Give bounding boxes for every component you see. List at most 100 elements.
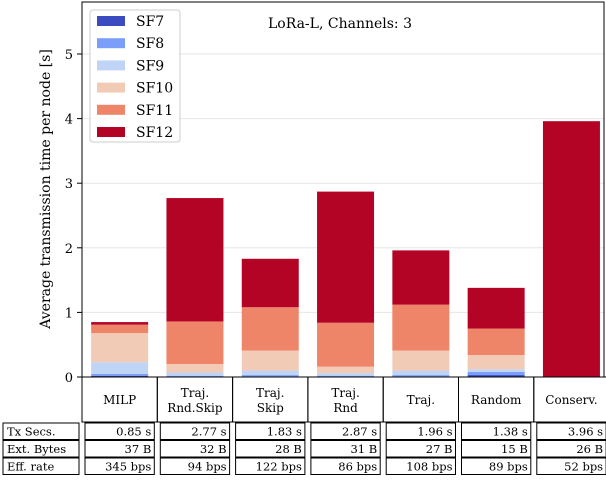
row-label: Ext. Bytes	[7, 442, 66, 456]
table-cell-value: 86 bps	[338, 460, 377, 474]
legend-label: SF11	[136, 103, 173, 119]
table-cell-value: 108 bps	[406, 460, 452, 474]
bar-segment-sf11	[241, 307, 299, 351]
y-axis-label: Average transmission time per node [s]	[38, 49, 54, 330]
category-label: Skip	[257, 401, 284, 415]
bar-segment-sf8	[166, 375, 224, 377]
table-cell	[461, 422, 532, 440]
table-cell	[159, 422, 231, 440]
bar-segment-sf11	[392, 304, 450, 351]
bar-segment-sf10	[241, 350, 299, 371]
y-tick-label: 3	[65, 177, 73, 192]
bar-segment-sf11	[91, 324, 149, 334]
bar-segment-sf7	[91, 375, 149, 377]
category-label: Conserv.	[545, 393, 597, 407]
y-tick-label: 1	[65, 306, 73, 321]
table-cell-value: 1.96 s	[417, 425, 452, 439]
table-cell-value: 345 bps	[105, 460, 151, 474]
table-cell-value: 0.85 s	[116, 425, 151, 439]
table-cell	[310, 457, 381, 475]
bar-segment-sf7	[467, 375, 525, 377]
table-cell-value: 2.87 s	[342, 425, 377, 439]
table-cell	[536, 457, 606, 475]
table-cell	[310, 422, 381, 440]
table-cell-value: 94 bps	[188, 460, 227, 474]
legend-swatch	[97, 38, 125, 49]
y-tick-label: 5	[65, 48, 73, 63]
bar-segment-sf12	[467, 287, 525, 329]
bar-segment-sf9	[241, 370, 299, 376]
row-label: Tx Secs.	[7, 425, 56, 439]
bars	[91, 121, 600, 378]
bar-segment-sf8	[467, 371, 525, 376]
category-label: Random	[471, 393, 522, 407]
row-label-cell	[2, 457, 80, 475]
table-cell-value: 1.83 s	[267, 425, 302, 439]
table-cell-value: 32 B	[200, 442, 227, 456]
table-cell-value: 31 B	[350, 442, 377, 456]
bar-segment-sf9	[317, 373, 375, 376]
table-cell-value: 27 B	[426, 442, 453, 456]
y-tick-label: 4	[65, 113, 73, 128]
category-label: Traj.	[256, 386, 284, 400]
legend-swatch	[97, 127, 125, 137]
bar-segment-sf9	[91, 362, 149, 374]
category-cell	[533, 376, 606, 423]
bar-segment-sf10	[467, 355, 525, 370]
bar-segment-sf8	[91, 373, 149, 376]
table-cell-value: 1.38 s	[493, 425, 528, 439]
chart-title: LoRa-L, Channels: 3	[268, 16, 412, 32]
bar-segment-sf11	[467, 328, 525, 356]
legend-swatch	[97, 82, 125, 93]
table-cell	[84, 440, 155, 458]
table-cell-value: 52 bps	[564, 460, 603, 474]
bar-segment-sf11	[317, 322, 375, 367]
table-cell	[536, 422, 606, 440]
legend-label: SF7	[136, 14, 164, 30]
table-cell	[235, 422, 306, 440]
bar-segment-sf8	[317, 375, 375, 377]
bar-segment-sf10	[392, 350, 450, 371]
category-label: Rnd	[333, 401, 358, 415]
table-cell	[461, 440, 532, 458]
table-cell	[385, 457, 457, 475]
table-cell-value: 28 B	[275, 442, 302, 456]
bar-segment-sf12	[166, 198, 224, 322]
table-cell	[536, 440, 606, 458]
table-cell-value: 3.96 s	[568, 425, 603, 439]
table-cell	[84, 422, 155, 440]
bar-segment-sf10	[166, 364, 224, 373]
legend-label: SF10	[136, 81, 173, 97]
table-cell-value: 37 B	[125, 442, 152, 456]
table-cell	[385, 422, 457, 440]
legend-label: SF12	[136, 125, 173, 141]
bar-segment-sf12	[241, 258, 299, 308]
table-cell	[159, 440, 231, 458]
table-cell	[461, 457, 532, 475]
category-label: Traj.	[331, 386, 359, 400]
bar-segment-sf11	[166, 321, 224, 365]
y-tick-label: 0	[65, 371, 73, 386]
legend-swatch	[97, 16, 125, 26]
bar-segment-sf8	[392, 375, 450, 377]
table-cell-value: 89 bps	[489, 460, 528, 474]
category-label: Rnd.Skip	[167, 401, 223, 415]
bar-segment-sf12	[392, 250, 450, 305]
category-label: Traj.	[407, 393, 435, 407]
y-axis: 0 1 2 3 4 5	[65, 48, 82, 386]
bar-segment-sf8	[241, 375, 299, 377]
table-cell-value: 15 B	[501, 442, 528, 456]
table-cell	[235, 457, 306, 475]
table-cell	[310, 440, 381, 458]
table-cell	[159, 457, 231, 475]
bar-segment-sf10	[91, 333, 149, 363]
bar-segment-sf12	[91, 322, 149, 325]
row-label-cell	[2, 440, 80, 458]
legend-swatch	[97, 104, 125, 115]
y-tick-label: 2	[65, 242, 73, 257]
bar-segment-sf12	[317, 191, 375, 323]
table-cell	[385, 440, 457, 458]
legend-box	[89, 9, 181, 143]
